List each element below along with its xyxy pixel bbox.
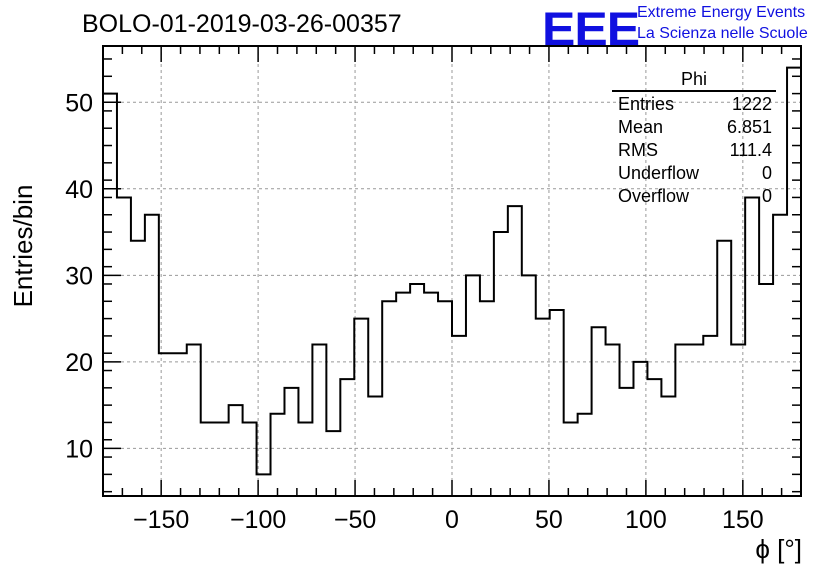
chart-title: BOLO-01-2019-03-26-00357 — [82, 10, 402, 38]
x-tick-label: −50 — [334, 506, 376, 534]
histogram-bars — [103, 66, 801, 476]
stats-row-entries: Entries 1222 — [612, 93, 776, 116]
histogram-bin — [522, 275, 536, 277]
histogram-bin — [452, 336, 466, 338]
histogram-bin — [592, 327, 606, 329]
histogram-bin — [689, 345, 703, 347]
histogram-outline — [103, 66, 801, 476]
histogram-bin — [396, 293, 410, 295]
x-tick-label: −100 — [230, 506, 286, 534]
histogram-bin — [173, 353, 187, 355]
histogram-bin — [284, 388, 298, 390]
histogram-bin — [787, 68, 801, 70]
histogram-bin — [508, 206, 522, 208]
stats-value: 1222 — [731, 94, 772, 114]
histogram-bin — [703, 336, 717, 338]
y-tick-label: 30 — [65, 262, 93, 290]
histogram-bin — [354, 319, 368, 321]
histogram-bin — [229, 405, 243, 407]
histogram-bin — [187, 345, 201, 347]
histogram-bin — [620, 388, 634, 390]
histogram-bin — [145, 215, 159, 217]
stats-row-overflow: Overflow 0 — [612, 185, 776, 208]
histogram-bin — [340, 379, 354, 381]
stats-label: Mean — [618, 117, 664, 137]
histogram-bin — [201, 422, 215, 424]
histogram-bin — [312, 345, 326, 347]
histogram-bin — [578, 414, 592, 416]
stats-box: Phi Entries 1222 Mean 6.851 RMS 111.4 Un… — [612, 68, 776, 208]
grid-lines — [103, 46, 801, 496]
axis-ticks — [102, 46, 802, 496]
histogram-bin — [215, 422, 229, 424]
histogram-bin — [438, 301, 452, 303]
histogram-bin — [159, 353, 173, 355]
histogram-bin — [717, 241, 731, 243]
y-axis-label: Entries/bin — [8, 184, 38, 308]
stats-value: 0 — [761, 186, 772, 206]
stats-label: Entries — [618, 94, 675, 114]
histogram-bin — [410, 284, 424, 286]
histogram-bin — [271, 414, 285, 416]
histogram-bin — [243, 422, 257, 424]
histogram-bin — [298, 422, 312, 424]
y-tick-label: 20 — [65, 349, 93, 377]
histogram-bin — [647, 379, 661, 381]
histogram-bin — [550, 310, 564, 312]
histogram-bin — [661, 396, 675, 398]
stats-box-title: Phi — [612, 68, 776, 92]
stats-value: 0 — [761, 163, 772, 183]
stats-row-rms: RMS 111.4 — [612, 139, 776, 162]
stats-row-mean: Mean 6.851 — [612, 116, 776, 139]
histogram-bin — [480, 301, 494, 303]
histogram-bin — [494, 232, 508, 234]
y-tick-label: 40 — [65, 176, 93, 204]
histogram-bin — [633, 362, 647, 364]
histogram-bin — [382, 301, 396, 303]
histogram-bin — [257, 474, 271, 476]
x-tick-label: 0 — [445, 506, 459, 534]
histogram-bin — [117, 197, 131, 199]
y-tick-label: 10 — [65, 435, 93, 463]
stats-row-underflow: Underflow 0 — [612, 162, 776, 185]
histogram-bin — [466, 275, 480, 277]
histogram-bin — [536, 319, 550, 321]
histogram-bin — [424, 293, 438, 295]
histogram-bin — [773, 215, 787, 217]
stats-value: 6.851 — [726, 117, 772, 137]
x-tick-label: 100 — [625, 506, 667, 534]
stats-label: Overflow — [618, 186, 690, 206]
y-tick-label: 50 — [65, 89, 93, 117]
histogram-bin — [675, 345, 689, 347]
x-tick-label: −150 — [133, 506, 189, 534]
logo-subtitle-line2: La Scienza nelle Scuole — [637, 25, 808, 42]
histogram-bin — [131, 241, 145, 243]
histogram-bin — [606, 345, 620, 347]
histogram-bin — [731, 345, 745, 347]
x-axis-label: ϕ [°] — [755, 534, 802, 564]
stats-value: 111.4 — [729, 140, 772, 160]
stats-label: Underflow — [618, 163, 700, 183]
logo-subtitle-line1: Extreme Energy Events — [637, 4, 806, 21]
histogram-bin — [326, 431, 340, 433]
x-tick-label: 50 — [535, 506, 563, 534]
histogram-bin — [759, 284, 773, 286]
stats-label: RMS — [618, 140, 658, 160]
histogram-bin — [564, 422, 578, 424]
histogram-bin — [368, 396, 382, 398]
axis-tick-labels: −150 −100 −50 0 50 100 150 10 20 30 40 50 — [65, 89, 764, 534]
eee-logo: EEE — [542, 2, 640, 56]
x-tick-label: 150 — [722, 506, 764, 534]
